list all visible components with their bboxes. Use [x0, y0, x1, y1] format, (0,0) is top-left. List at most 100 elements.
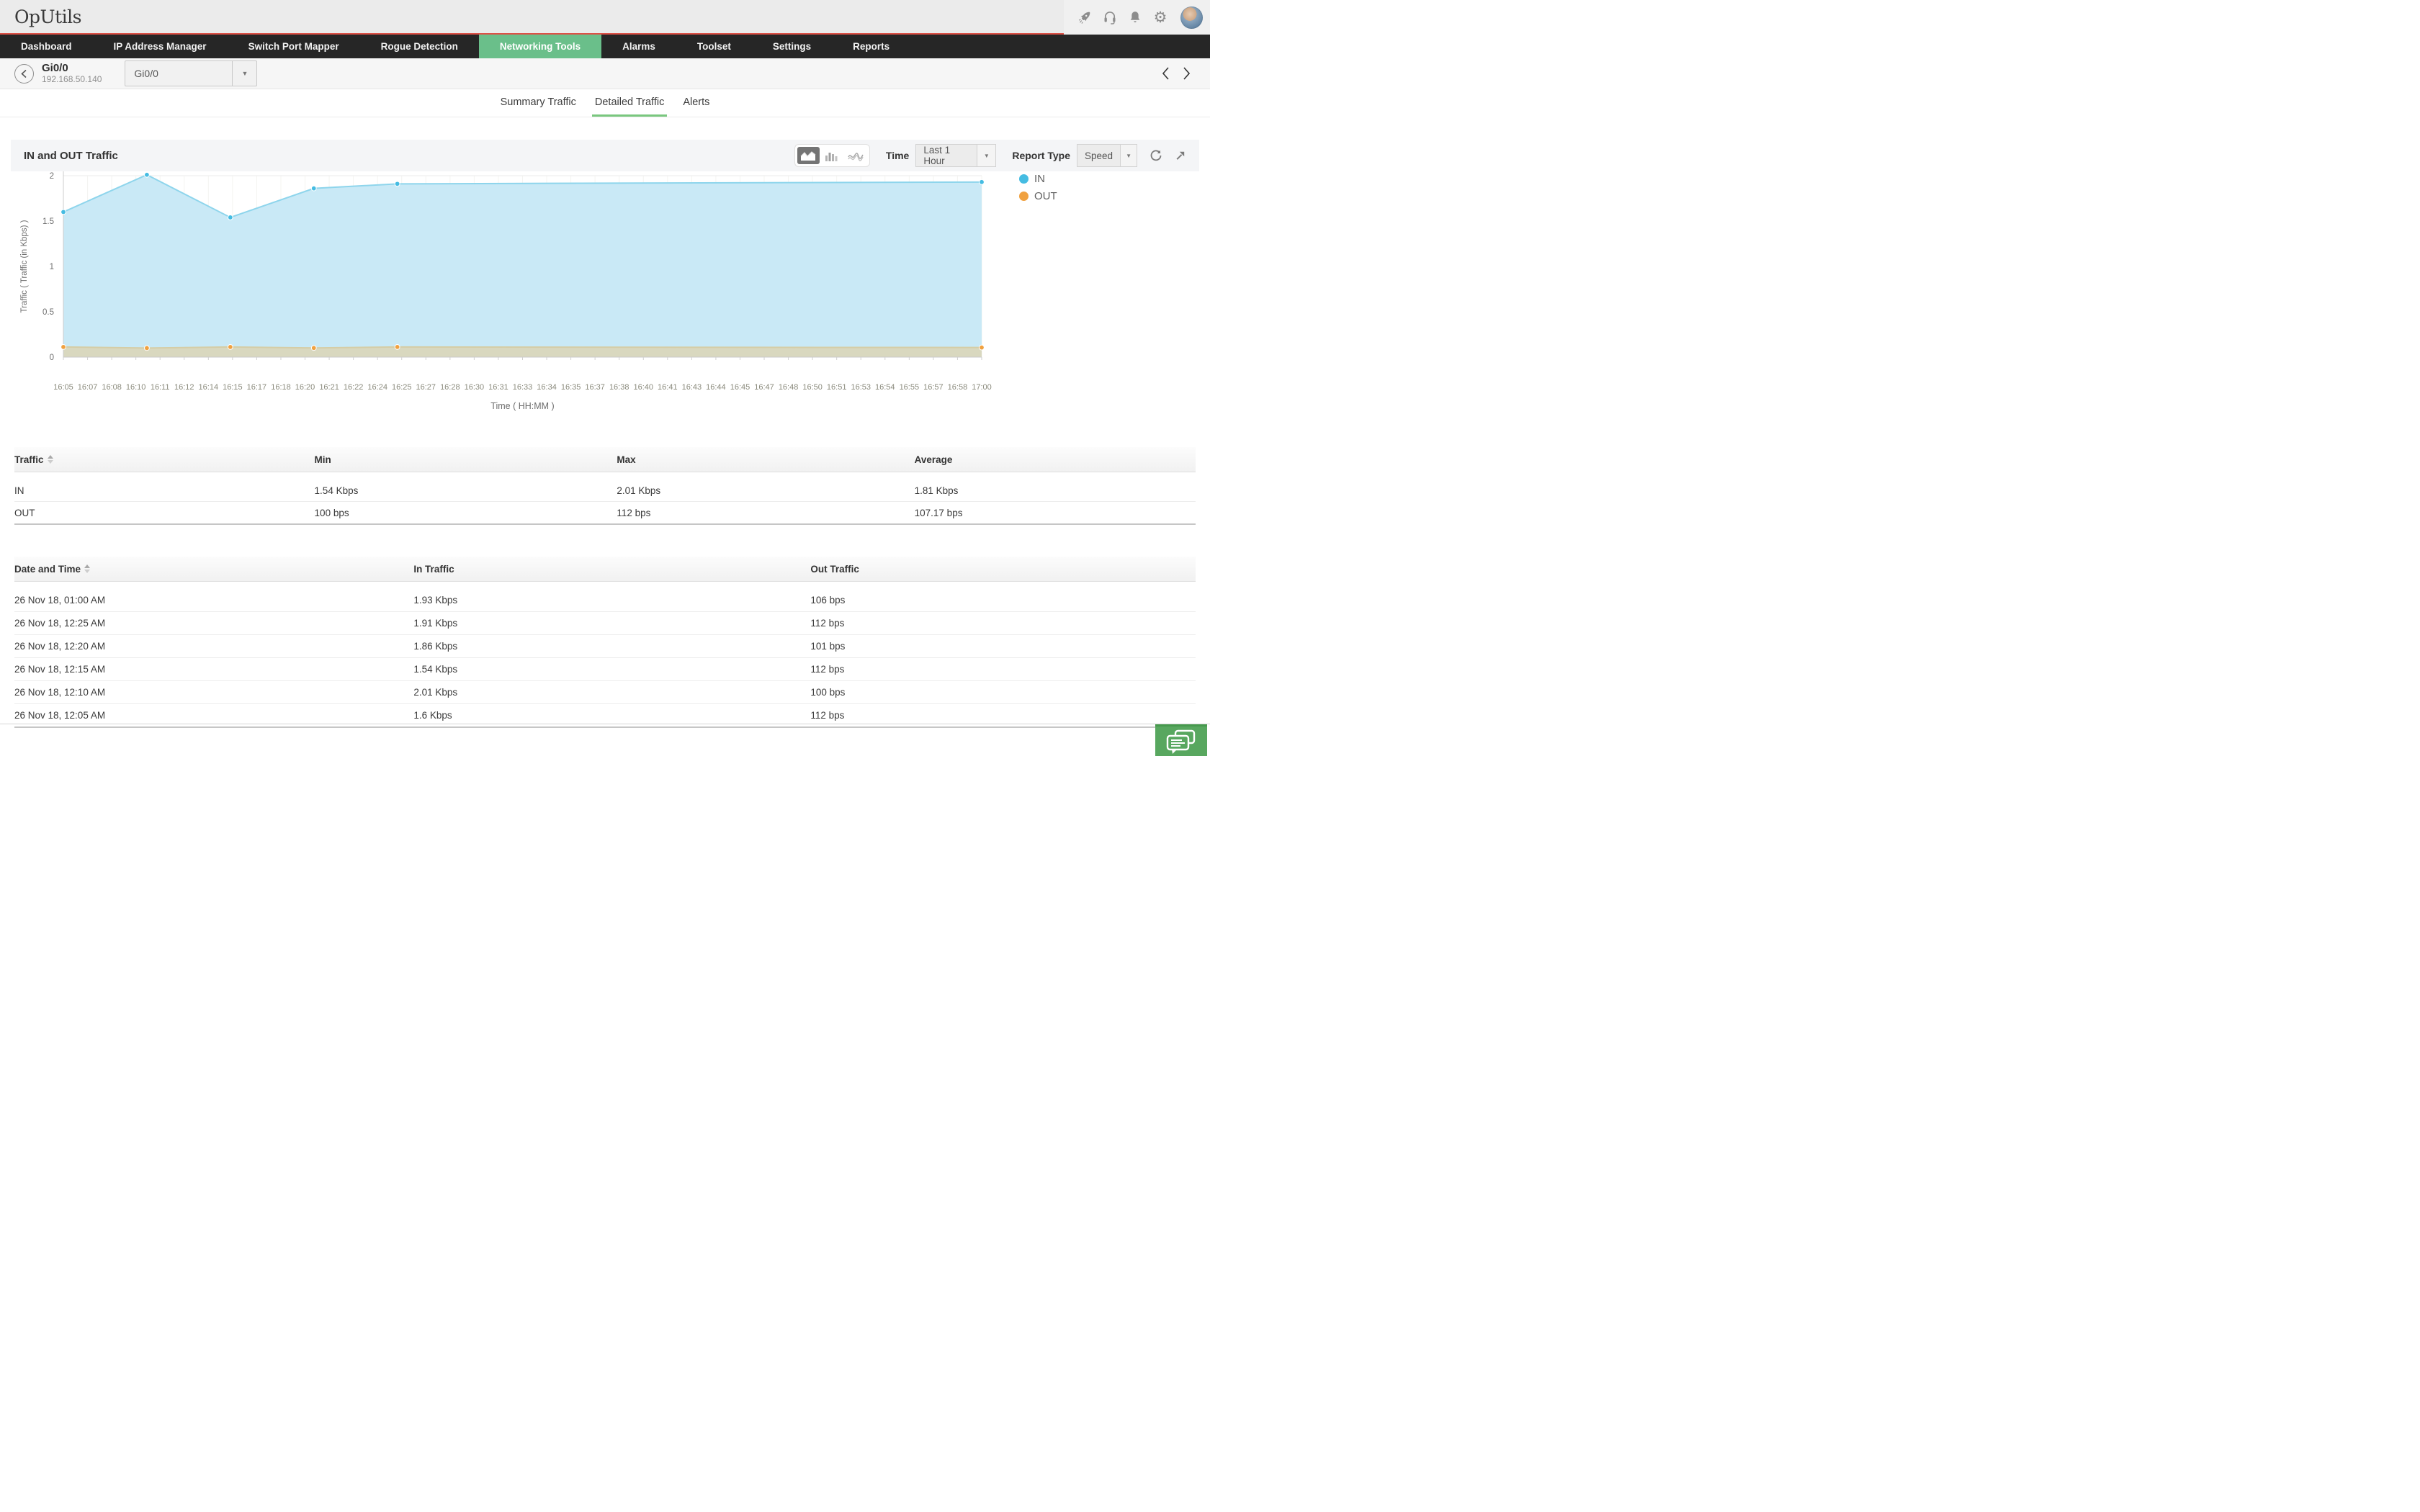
svg-text:1.5: 1.5 — [42, 217, 54, 226]
nav-item-alarms[interactable]: Alarms — [622, 41, 655, 52]
table-cell: 1.81 Kbps — [914, 485, 959, 496]
nav-item-settings[interactable]: Settings — [772, 41, 812, 52]
svg-text:16:18: 16:18 — [271, 383, 291, 392]
table-row[interactable]: 26 Nov 18, 12:25 AM 1.91 Kbps 112 bps — [14, 612, 1196, 635]
column-header[interactable]: Max — [617, 454, 636, 465]
chevron-down-icon: ▼ — [1120, 145, 1137, 166]
prev-interface-button[interactable] — [1161, 66, 1170, 81]
nav-item-ip-address-manager[interactable]: IP Address Manager — [113, 41, 207, 52]
report-type-value: Speed — [1085, 150, 1113, 161]
nav-item-toolset[interactable]: Toolset — [696, 41, 731, 52]
table-cell: 1.6 Kbps — [413, 710, 452, 721]
interface-select[interactable]: Gi0/0 ▼ — [125, 60, 258, 86]
refresh-icon[interactable] — [1150, 149, 1162, 162]
tab-detailed-traffic[interactable]: Detailed Traffic — [591, 96, 668, 117]
chat-button[interactable] — [1155, 724, 1207, 756]
traffic-detail-table: Date and Time In Traffic Out Traffic 26 Nov… — [14, 557, 1196, 728]
table-row[interactable]: 26 Nov 18, 12:20 AM 1.86 Kbps 101 bps — [14, 635, 1196, 658]
interface-title-block: Gi0/0 192.168.50.140 — [42, 62, 102, 84]
column-header[interactable]: Out Traffic — [810, 563, 859, 575]
chart-type-toggle — [794, 144, 870, 167]
page-header: Gi0/0 192.168.50.140 Gi0/0 ▼ — [0, 58, 1210, 89]
nav-item-reports[interactable]: Reports — [853, 41, 890, 52]
nav-item-dashboard[interactable]: Dashboard — [21, 41, 72, 52]
sort-icon[interactable] — [84, 564, 91, 573]
legend-item-in[interactable]: IN — [1019, 173, 1057, 185]
table-cell: 1.86 Kbps — [413, 641, 458, 652]
svg-text:16:37: 16:37 — [585, 383, 605, 392]
svg-text:16:40: 16:40 — [633, 383, 653, 392]
column-header[interactable]: Traffic — [14, 454, 315, 465]
chart-type-bar-button[interactable] — [821, 147, 843, 164]
sort-icon[interactable] — [47, 455, 53, 464]
table-cell: 26 Nov 18, 12:15 AM — [14, 664, 106, 675]
table-row[interactable]: OUT 100 bps 112 bps 107.17 bps — [14, 502, 1196, 525]
tab-alerts[interactable]: Alerts — [683, 96, 710, 108]
column-header[interactable]: Average — [914, 454, 953, 465]
table-header-row: Traffic Min Max Average — [14, 447, 1196, 472]
table-row[interactable]: 26 Nov 18, 12:15 AM 1.54 Kbps 112 bps — [14, 658, 1196, 681]
svg-text:16:10: 16:10 — [126, 383, 146, 392]
table-cell: 100 bps — [810, 687, 846, 698]
svg-text:16:05: 16:05 — [53, 383, 73, 392]
svg-text:16:57: 16:57 — [923, 383, 944, 392]
svg-text:16:28: 16:28 — [440, 383, 460, 392]
table-cell: 112 bps — [810, 618, 845, 629]
svg-text:16:22: 16:22 — [344, 383, 364, 392]
svg-text:16:08: 16:08 — [102, 383, 122, 392]
column-header[interactable]: Min — [314, 454, 331, 465]
tab-summary-traffic[interactable]: Summary Traffic — [500, 96, 576, 108]
back-button[interactable] — [14, 63, 34, 84]
svg-text:16:38: 16:38 — [609, 383, 629, 392]
topbar-actions: ⚙ — [1064, 0, 1210, 35]
traffic-chart-panel: IN and OUT Traffic Time Last 1 Hour ▼ Re… — [11, 140, 1199, 420]
headset-icon[interactable] — [1102, 9, 1118, 25]
table-header-row: Date and Time In Traffic Out Traffic — [14, 557, 1196, 582]
traffic-tabs: Summary Traffic Detailed Traffic Alerts — [0, 89, 1210, 117]
table-cell: 26 Nov 18, 01:00 AM — [14, 595, 106, 606]
rocket-icon[interactable] — [1077, 9, 1093, 25]
svg-text:16:17: 16:17 — [247, 383, 267, 392]
legend-item-out[interactable]: OUT — [1019, 190, 1057, 202]
chart-type-line-button[interactable] — [845, 147, 867, 164]
nav-item-rogue-detection[interactable]: Rogue Detection — [380, 41, 458, 52]
svg-text:1: 1 — [50, 263, 54, 271]
table-row[interactable]: 26 Nov 18, 12:10 AM 2.01 Kbps 100 bps — [14, 681, 1196, 704]
chart-type-area-button[interactable] — [797, 147, 820, 164]
table-row[interactable]: 26 Nov 18, 01:00 AM 1.93 Kbps 106 bps — [14, 589, 1196, 612]
chart-legend: IN OUT — [1019, 173, 1057, 202]
svg-text:16:54: 16:54 — [875, 383, 895, 392]
traffic-chart[interactable]: 0 0.5 1 1.5 2 16:05 16:07 16:08 16:10 16:11 16:12 1… — [11, 171, 1199, 420]
next-interface-button[interactable] — [1182, 66, 1191, 81]
table-cell: 112 bps — [810, 710, 845, 721]
table-cell: 101 bps — [810, 641, 846, 652]
report-type-select[interactable]: Speed ▼ — [1077, 144, 1137, 167]
svg-text:16:14: 16:14 — [199, 383, 219, 392]
legend-dot — [1019, 192, 1028, 201]
table-cell: 1.54 Kbps — [314, 485, 359, 496]
nav-item-networking-tools[interactable]: Networking Tools — [478, 35, 602, 58]
expand-icon[interactable] — [1175, 150, 1186, 161]
report-type-label: Report Type — [1012, 150, 1070, 161]
table-cell: IN — [14, 485, 24, 496]
column-header[interactable]: In Traffic — [413, 563, 454, 575]
nav-item-switch-port-mapper[interactable]: Switch Port Mapper — [248, 41, 339, 52]
table-row[interactable]: IN 1.54 Kbps 2.01 Kbps 1.81 Kbps — [14, 480, 1196, 502]
svg-text:16:43: 16:43 — [682, 383, 702, 392]
bell-icon[interactable] — [1127, 9, 1143, 25]
time-range-select[interactable]: Last 1 Hour ▼ — [915, 144, 997, 167]
time-range-value: Last 1 Hour — [923, 145, 951, 166]
gear-icon[interactable]: ⚙ — [1153, 9, 1168, 26]
table-cell: 1.54 Kbps — [413, 664, 458, 675]
user-avatar[interactable] — [1180, 6, 1203, 29]
traffic-chart-svg: 0 0.5 1 1.5 2 16:05 16:07 16:08 16:10 16:11 16:12 1… — [20, 171, 992, 411]
svg-text:16:24: 16:24 — [367, 383, 387, 392]
svg-text:Time ( HH:MM ): Time ( HH:MM ) — [490, 401, 554, 411]
time-label: Time — [885, 150, 910, 161]
app-logo[interactable]: OpUtils — [14, 6, 81, 27]
column-header[interactable]: Date and Time — [14, 564, 413, 575]
table-row[interactable]: 26 Nov 18, 12:05 AM 1.6 Kbps 112 bps — [14, 704, 1196, 728]
svg-text:16:55: 16:55 — [900, 383, 920, 392]
table-cell: 106 bps — [810, 595, 846, 606]
svg-text:16:45: 16:45 — [730, 383, 750, 392]
